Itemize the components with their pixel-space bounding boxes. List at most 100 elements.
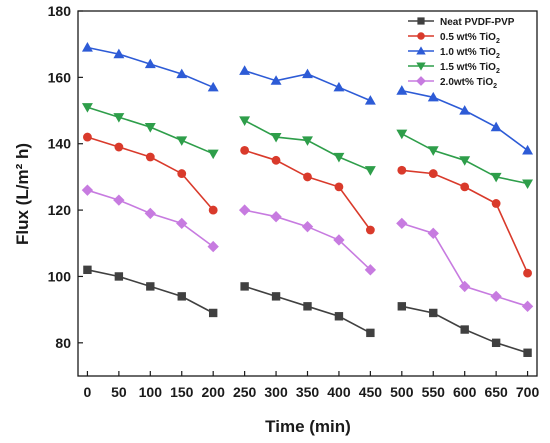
data-point (113, 194, 125, 206)
data-point (81, 103, 93, 113)
series-line (87, 136, 214, 211)
data-point (176, 217, 188, 230)
data-point (81, 184, 94, 196)
data-point (113, 113, 125, 123)
tick-layer: 0 50 100 150 200 250 300 350 400 450 500 550 600 650 7… (48, 3, 540, 400)
y-tick-label: 160 (48, 69, 72, 85)
data-point (207, 149, 219, 160)
x-tick-label: 650 (484, 384, 508, 400)
y-tick-label: 180 (48, 3, 72, 19)
data-point (208, 205, 218, 215)
data-point (490, 172, 502, 183)
data-point (240, 282, 249, 291)
series-line (401, 222, 528, 308)
data-point (238, 204, 251, 216)
legend-label: Neat PVDF-PVP (440, 17, 515, 28)
data-point (177, 292, 186, 301)
x-tick-label: 350 (296, 384, 320, 400)
data-point (334, 182, 344, 192)
data-point (207, 81, 219, 92)
data-point (303, 302, 312, 311)
legend-label: 1.0 wt% TiO2 (440, 47, 500, 60)
x-tick-label: 550 (422, 384, 446, 400)
data-point (334, 312, 344, 321)
data-point (427, 227, 439, 239)
data-point (239, 65, 251, 75)
x-tick-label: 700 (516, 384, 540, 400)
data-point (271, 292, 281, 301)
x-tick-label: 600 (453, 384, 477, 400)
series-line (401, 89, 529, 152)
data-point (113, 48, 125, 59)
data-point (490, 290, 502, 303)
legend-marker (416, 62, 426, 71)
x-axis-title: Time (min) (265, 417, 351, 436)
data-point (333, 234, 345, 246)
data-point (270, 211, 282, 223)
data-point (83, 265, 92, 275)
data-point (333, 152, 345, 163)
y-tick-label: 100 (48, 268, 72, 284)
data-point (271, 155, 281, 165)
y-axis-title: Flux (L/m² h) (13, 143, 32, 245)
data-point (460, 325, 469, 334)
x-tick-label: 0 (84, 384, 92, 400)
data-point (270, 75, 282, 85)
data-point (302, 68, 313, 79)
legend-marker (416, 46, 426, 55)
data-point (364, 264, 377, 276)
data-point (396, 217, 408, 230)
data-point (459, 280, 471, 293)
data-point (521, 300, 534, 312)
data-point (397, 165, 407, 175)
legend-marker (417, 32, 425, 40)
legend-label: 2.0wt% TiO2 (440, 77, 497, 90)
data-point (427, 146, 439, 156)
series-line (87, 269, 214, 314)
data-point (83, 132, 92, 142)
data-point (459, 156, 471, 166)
data-point (176, 68, 188, 79)
series-group (83, 265, 532, 357)
x-tick-label: 500 (390, 384, 414, 400)
series-group (81, 103, 534, 190)
data-point (144, 207, 156, 220)
series-layer (81, 42, 534, 357)
x-tick-label: 300 (264, 384, 288, 400)
x-tick-label: 150 (170, 384, 194, 400)
y-tick-label: 120 (48, 202, 72, 218)
data-point (301, 221, 314, 233)
x-tick-label: 250 (233, 384, 257, 400)
data-point (523, 268, 532, 278)
data-point (427, 91, 439, 102)
legend-marker (417, 17, 425, 25)
x-tick-label: 100 (139, 384, 163, 400)
legend-label: 1.5 wt% TiO2 (440, 62, 500, 75)
legend-label: 0.5 wt% TiO2 (440, 32, 500, 45)
data-point (428, 169, 438, 179)
data-point (176, 136, 188, 146)
x-tick-label: 400 (327, 384, 351, 400)
y-tick-label: 140 (48, 136, 72, 152)
legend-marker (416, 76, 426, 86)
data-point (459, 105, 471, 115)
data-point (333, 81, 345, 92)
data-point (239, 116, 251, 126)
data-point (114, 272, 124, 281)
data-point (146, 282, 155, 291)
data-point (460, 182, 470, 192)
data-point (144, 58, 156, 69)
data-point (366, 328, 375, 338)
data-point (208, 308, 218, 318)
data-point (396, 129, 408, 140)
data-point (114, 142, 124, 152)
data-point (523, 348, 532, 357)
series-group (83, 132, 532, 278)
data-point (491, 338, 501, 348)
x-tick-label: 450 (359, 384, 383, 400)
data-point (490, 121, 502, 132)
data-point (177, 169, 187, 179)
x-tick-label: 50 (111, 384, 127, 400)
data-point (522, 179, 534, 190)
data-point (365, 225, 375, 235)
